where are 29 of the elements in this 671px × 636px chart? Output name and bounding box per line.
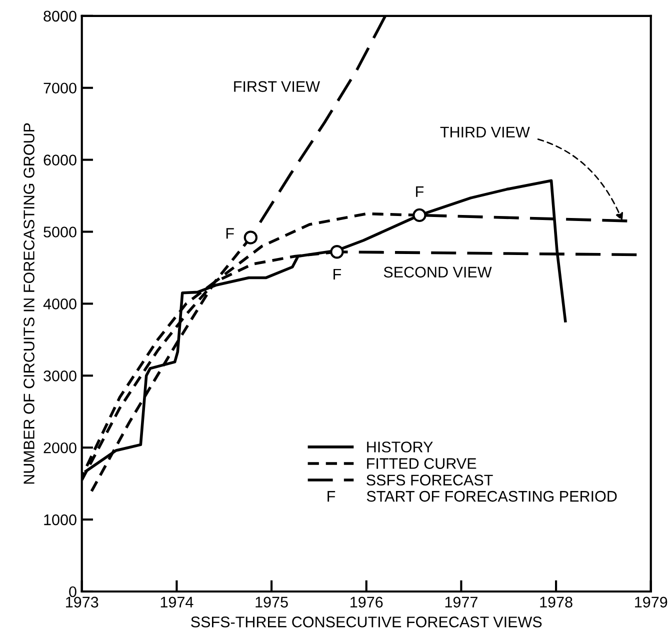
y-tick-label: 7000	[44, 82, 76, 94]
x-tick-label: 1973	[66, 596, 98, 608]
annotation: F	[328, 491, 336, 502]
annotation: F	[334, 268, 342, 280]
annotation: FIRST VIEW	[234, 81, 320, 92]
legend-label: HISTORY	[367, 442, 433, 452]
y-tick-label: 4000	[43, 298, 76, 310]
annotation: SECOND VIEW	[384, 266, 492, 278]
x-tick-label: 1976	[350, 596, 383, 608]
y-tick-label: 3000	[44, 370, 76, 382]
annotation: THIRD VIEW	[440, 126, 530, 138]
legend-label: SSFS FORECAST	[366, 474, 493, 486]
y-tick-label: 8000	[44, 10, 76, 22]
x-axis-title: SSFS-THREE CONSECUTIVE FORECAST VIEWS	[191, 616, 542, 628]
y-tick-label: 6000	[44, 154, 76, 166]
x-tick-label: 1978	[540, 596, 572, 608]
y-tick-label: 0	[69, 586, 76, 598]
annotation: F	[226, 228, 234, 239]
annotation: START OF FORECASTING PERIOD	[366, 490, 617, 502]
y-tick-label: 5000	[44, 226, 76, 238]
legend-label: FITTED CURVE	[367, 458, 476, 469]
x-tick-label: 1979	[635, 596, 668, 608]
x-tick-label: 1975	[256, 596, 288, 608]
y-tick-label: 2000	[44, 442, 76, 454]
x-tick-label: 1977	[445, 596, 478, 608]
y-tick-label: 1000	[44, 514, 76, 526]
y-axis-title: NUMBER OF CIRCUITS IN FORECASTING GROUP	[24, 123, 34, 484]
annotation: F	[416, 186, 424, 197]
x-tick-label: 1974	[160, 596, 194, 608]
